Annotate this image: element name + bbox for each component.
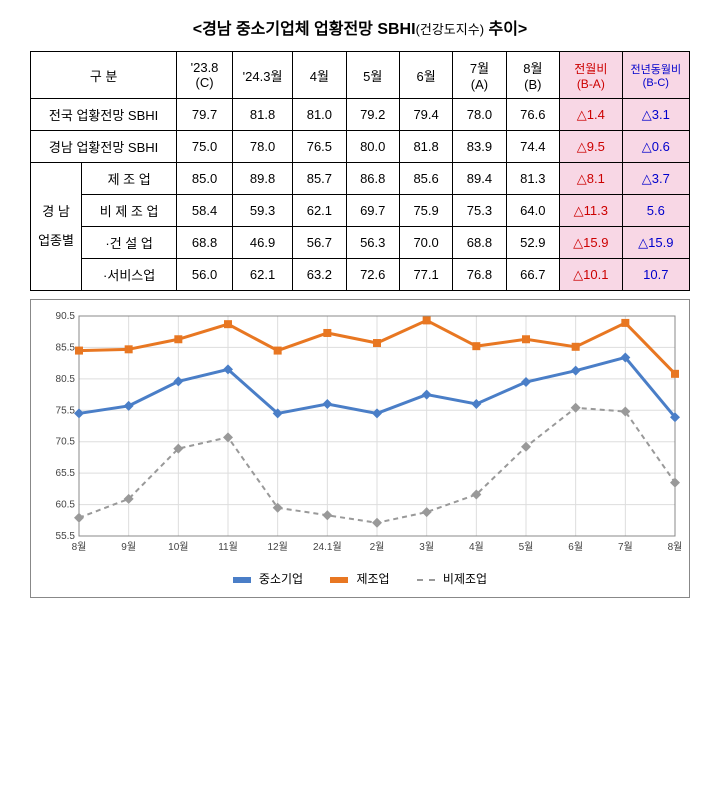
header-col: 7월 (A) [453, 52, 506, 99]
svg-text:80.5: 80.5 [56, 374, 76, 385]
svg-text:65.5: 65.5 [56, 468, 76, 479]
svg-text:4월: 4월 [469, 541, 484, 553]
line-chart: 90.585.580.575.570.565.560.555.58월9월10월1… [30, 299, 690, 598]
row-label: 제 조 업 [82, 163, 177, 195]
header-gubun: 구 분 [31, 52, 177, 99]
table-row: 경 남업종별 제 조 업 85.089.885.786.885.689.481.… [31, 163, 690, 195]
table-row: ·건 설 업 68.846.956.756.370.068.852.9 △15.… [31, 227, 690, 259]
header-mom: 전월비 (B-A) [560, 52, 623, 99]
svg-text:11월: 11월 [218, 541, 238, 553]
row-label: ·건 설 업 [82, 227, 177, 259]
header-col: 8월 (B) [506, 52, 559, 99]
header-col: '23.8 (C) [177, 52, 233, 99]
chart-svg: 90.585.580.575.570.565.560.555.58월9월10월1… [41, 306, 681, 566]
row-label: 전국 업황전망 SBHI [31, 99, 177, 131]
header-col: 4월 [293, 52, 346, 99]
table-row: 비 제 조 업 58.459.362.169.775.975.364.0 △11… [31, 195, 690, 227]
table-row: 전국 업황전망 SBHI 79.781.881.079.279.478.076.… [31, 99, 690, 131]
sbhi-table: 구 분 '23.8 (C) '24.3월 4월 5월 6월 7월 (A) 8월 … [30, 51, 690, 291]
chart-title: <경남 중소기업체 업황전망 SBHI(건강도지수) 추이> [30, 15, 690, 39]
svg-text:12월: 12월 [268, 541, 288, 553]
svg-text:2월: 2월 [370, 541, 385, 553]
svg-text:85.5: 85.5 [56, 342, 76, 353]
svg-text:70.5: 70.5 [56, 437, 76, 448]
header-yoy: 전년동월비 (B-C) [622, 52, 689, 99]
svg-text:24.1월: 24.1월 [313, 541, 342, 553]
header-col: '24.3월 [232, 52, 292, 99]
svg-text:60.5: 60.5 [56, 500, 76, 511]
svg-text:8월: 8월 [72, 541, 87, 553]
group-label: 경 남업종별 [31, 163, 82, 291]
svg-text:75.5: 75.5 [56, 405, 76, 416]
table-row: 경남 업황전망 SBHI 75.078.076.580.081.883.974.… [31, 131, 690, 163]
svg-text:8월: 8월 [668, 541, 681, 553]
chart-legend: 중소기업 제조업 비제조업 [41, 566, 679, 591]
header-col: 5월 [346, 52, 399, 99]
row-label: ·서비스업 [82, 259, 177, 291]
row-label: 경남 업황전망 SBHI [31, 131, 177, 163]
svg-text:90.5: 90.5 [56, 311, 76, 322]
header-row: 구 분 '23.8 (C) '24.3월 4월 5월 6월 7월 (A) 8월 … [31, 52, 690, 99]
row-label: 비 제 조 업 [82, 195, 177, 227]
svg-text:3월: 3월 [419, 541, 434, 553]
svg-text:10월: 10월 [168, 541, 188, 553]
svg-text:55.5: 55.5 [56, 531, 76, 542]
svg-text:7월: 7월 [618, 541, 633, 553]
header-col: 6월 [399, 52, 452, 99]
svg-text:9월: 9월 [121, 541, 136, 553]
svg-text:6월: 6월 [568, 541, 583, 553]
table-row: ·서비스업 56.062.163.272.677.176.866.7 △10.1… [31, 259, 690, 291]
svg-text:5월: 5월 [519, 541, 534, 553]
